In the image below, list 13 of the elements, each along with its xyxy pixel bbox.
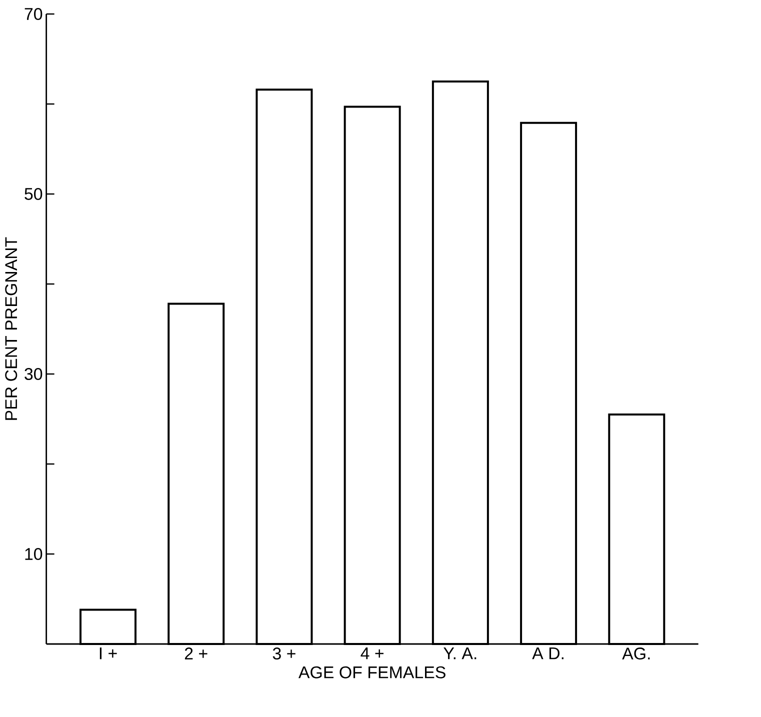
- y-tick-label: 70: [24, 8, 42, 20]
- x-tick-label: 2 +: [184, 648, 208, 660]
- y-tick-label: 30: [24, 368, 42, 380]
- x-tick-label: Y. A.: [444, 648, 476, 660]
- y-tick-label: 50: [24, 188, 42, 200]
- x-axis-title: AGE OF FEMALES: [298, 666, 446, 678]
- x-tick-label: A D.: [532, 648, 564, 660]
- x-tick-label: 3 +: [272, 648, 296, 660]
- x-tick-label: AG.: [622, 648, 650, 660]
- y-tick-label: 10: [25, 548, 42, 560]
- x-tick-label: 4 +: [360, 648, 384, 660]
- y-axis-title: PER CENT PREGNANT: [5, 237, 18, 420]
- x-tick-label: I +: [100, 648, 117, 660]
